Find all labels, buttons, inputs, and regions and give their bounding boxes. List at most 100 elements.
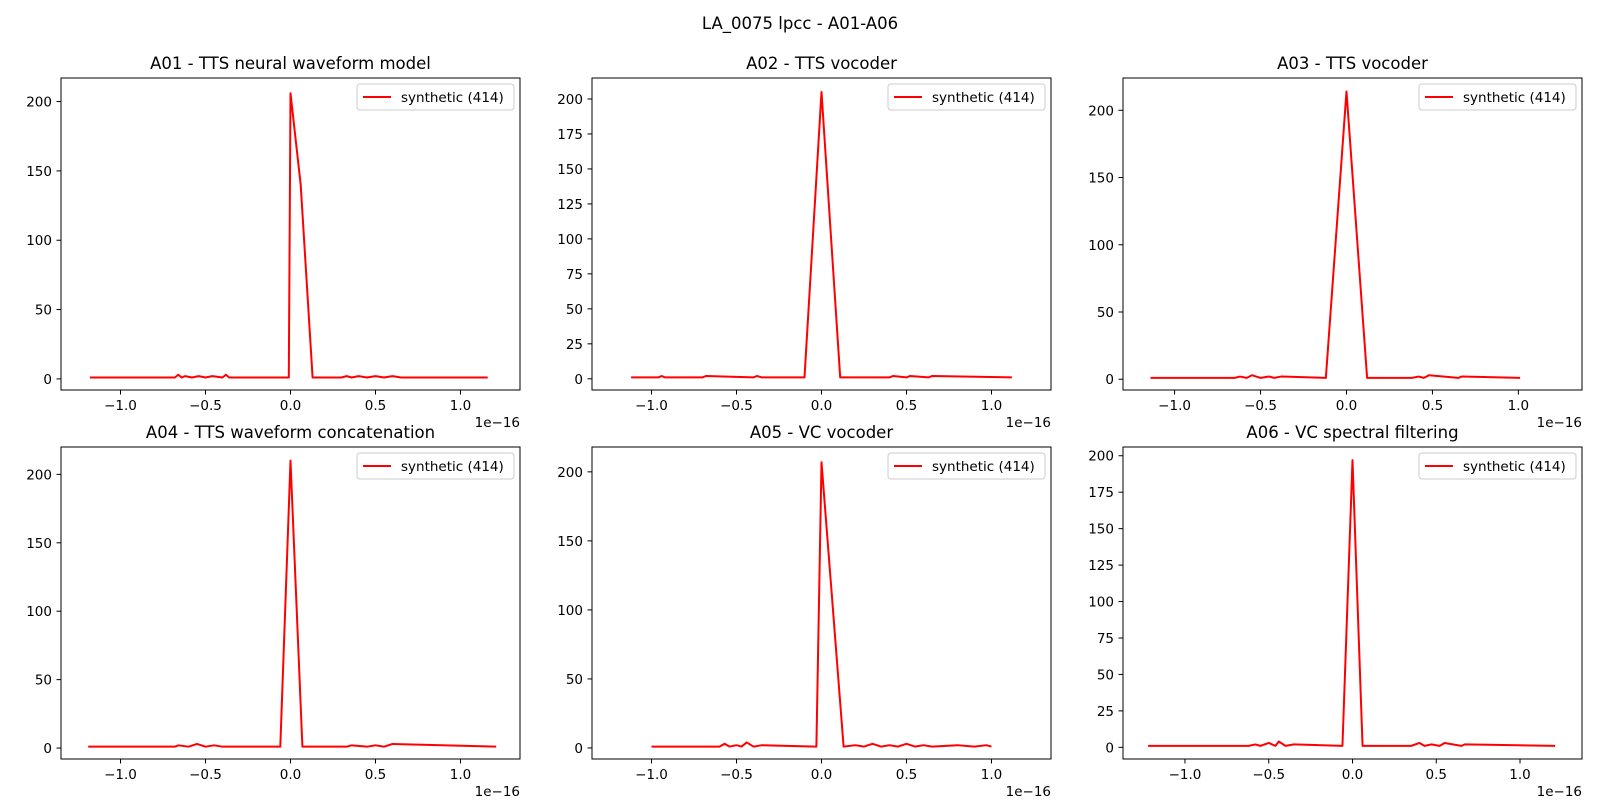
x-offset-label: 1e−16 — [475, 415, 520, 431]
y-tick-label: 150 — [1088, 171, 1114, 187]
subplot-2: A02 - TTS vocoder −1.0 −0.5 0.0 0.5 1.01e−16 0… — [557, 54, 1052, 431]
legend: synthetic (414) — [1418, 83, 1577, 111]
x-tick-label: 0.0 — [1342, 767, 1363, 783]
series-line — [89, 92, 488, 379]
y-tick-label: 150 — [1088, 522, 1114, 538]
axes-frame — [1122, 77, 1583, 391]
y-tick-label: 25 — [566, 337, 583, 353]
legend-label: synthetic (414) — [401, 459, 504, 475]
x-tick-label: 0.0 — [280, 398, 301, 414]
y-tick-label: 150 — [26, 164, 52, 180]
y-tick-label: 25 — [1097, 704, 1114, 720]
legend-box — [356, 452, 515, 480]
x-offset-label: 1e−16 — [1537, 415, 1582, 431]
y-tick-label: 100 — [26, 233, 52, 249]
series-line — [88, 459, 497, 748]
x-tick-label: −0.5 — [189, 767, 222, 783]
legend-label: synthetic (414) — [932, 459, 1035, 475]
x-tick-label: −0.5 — [1252, 767, 1285, 783]
subplot-1: A01 - TTS neural waveform model −1.0 −0.5 0… — [26, 54, 521, 431]
y-tick-label: 50 — [35, 673, 52, 689]
subplot-title: A01 - TTS neural waveform model — [150, 54, 431, 73]
x-tick-label: 0.0 — [811, 398, 832, 414]
series-line — [631, 90, 1012, 379]
x-tick-label: 0.5 — [896, 398, 917, 414]
x-offset-label: 1e−16 — [1537, 784, 1582, 800]
legend: synthetic (414) — [356, 452, 515, 480]
x-offset-label: 1e−16 — [475, 784, 520, 800]
y-tick-label: 0 — [43, 741, 52, 757]
y-tick-label: 200 — [26, 95, 52, 111]
x-tick-label: 1.0 — [981, 398, 1002, 414]
legend-box — [887, 452, 1046, 480]
y-tick-label: 150 — [557, 162, 583, 178]
y-tick-label: 50 — [566, 302, 583, 318]
subplot-3: A03 - TTS vocoder −1.0 −0.5 0.0 0.5 1.0 1e−16 0… — [1088, 54, 1583, 431]
y-tick-label: 150 — [26, 536, 52, 552]
legend-box — [356, 83, 515, 111]
x-tick-label: 1.0 — [1508, 398, 1529, 414]
legend: synthetic (414) — [1418, 452, 1577, 480]
x-tick-label: −1.0 — [1169, 767, 1202, 783]
y-tick-label: 100 — [557, 603, 583, 619]
x-tick-label: 1.0 — [450, 767, 471, 783]
x-tick-label: 0.0 — [811, 767, 832, 783]
x-tick-label: 0.5 — [1426, 767, 1447, 783]
subplot-title: A03 - TTS vocoder — [1277, 54, 1428, 73]
legend: synthetic (414) — [356, 83, 515, 111]
x-tick-label: 1.0 — [450, 398, 471, 414]
subplot-4: A04 - TTS waveform concatenation −1.0 −0.5… — [26, 423, 521, 800]
x-offset-label: 1e−16 — [1006, 784, 1051, 800]
x-tick-label: 0.5 — [365, 398, 386, 414]
y-tick-label: 150 — [557, 534, 583, 550]
y-tick-label: 100 — [26, 604, 52, 620]
x-tick-label: −1.0 — [1158, 398, 1191, 414]
subplot-6: A06 - VC spectral filtering −1.0 −0.5 0.0 0.… — [1088, 423, 1583, 800]
legend-label: synthetic (414) — [401, 90, 504, 106]
x-tick-label: −1.0 — [104, 398, 137, 414]
y-tick-label: 50 — [1097, 305, 1114, 321]
y-tick-label: 75 — [1097, 631, 1114, 647]
y-tick-label: 200 — [26, 467, 52, 483]
y-tick-label: 200 — [557, 465, 583, 481]
y-tick-label: 100 — [1088, 238, 1114, 254]
y-tick-label: 100 — [1088, 595, 1114, 611]
y-tick-label: 200 — [1088, 449, 1114, 465]
axes-frame — [1122, 446, 1583, 760]
legend-box — [1418, 452, 1577, 480]
y-tick-label: 100 — [557, 232, 583, 248]
y-tick-label: 125 — [557, 197, 583, 213]
x-tick-label: 0.0 — [280, 767, 301, 783]
x-tick-label: 1.0 — [981, 767, 1002, 783]
x-tick-label: 0.5 — [365, 767, 386, 783]
y-tick-label: 0 — [1105, 372, 1114, 388]
y-tick-label: 50 — [35, 303, 52, 319]
series-line — [651, 461, 992, 748]
x-tick-label: 0.5 — [1422, 398, 1443, 414]
y-tick-label: 125 — [1088, 558, 1114, 574]
subplot-title: A04 - TTS waveform concatenation — [146, 423, 435, 442]
y-tick-label: 175 — [1088, 485, 1114, 501]
y-tick-label: 0 — [574, 372, 583, 388]
legend: synthetic (414) — [887, 452, 1046, 480]
legend-label: synthetic (414) — [1463, 459, 1566, 475]
x-tick-label: −0.5 — [189, 398, 222, 414]
y-tick-label: 175 — [557, 127, 583, 143]
x-tick-label: −1.0 — [635, 398, 668, 414]
subplot-title: A02 - TTS vocoder — [746, 54, 897, 73]
x-tick-label: −0.5 — [720, 767, 753, 783]
y-tick-label: 0 — [43, 372, 52, 388]
y-tick-label: 200 — [557, 92, 583, 108]
axes-frame — [591, 77, 1052, 391]
legend-label: synthetic (414) — [1463, 90, 1566, 106]
x-offset-label: 1e−16 — [1006, 415, 1051, 431]
y-tick-label: 0 — [574, 741, 583, 757]
legend: synthetic (414) — [887, 83, 1046, 111]
x-tick-label: 0.0 — [1336, 398, 1357, 414]
x-tick-label: 0.5 — [896, 767, 917, 783]
x-tick-label: −0.5 — [1244, 398, 1277, 414]
x-tick-label: −0.5 — [720, 398, 753, 414]
legend-box — [887, 83, 1046, 111]
subplot-5: A05 - VC vocoder −1.0 −0.5 0.0 0.5 1.01e−16 0 5… — [557, 423, 1052, 800]
